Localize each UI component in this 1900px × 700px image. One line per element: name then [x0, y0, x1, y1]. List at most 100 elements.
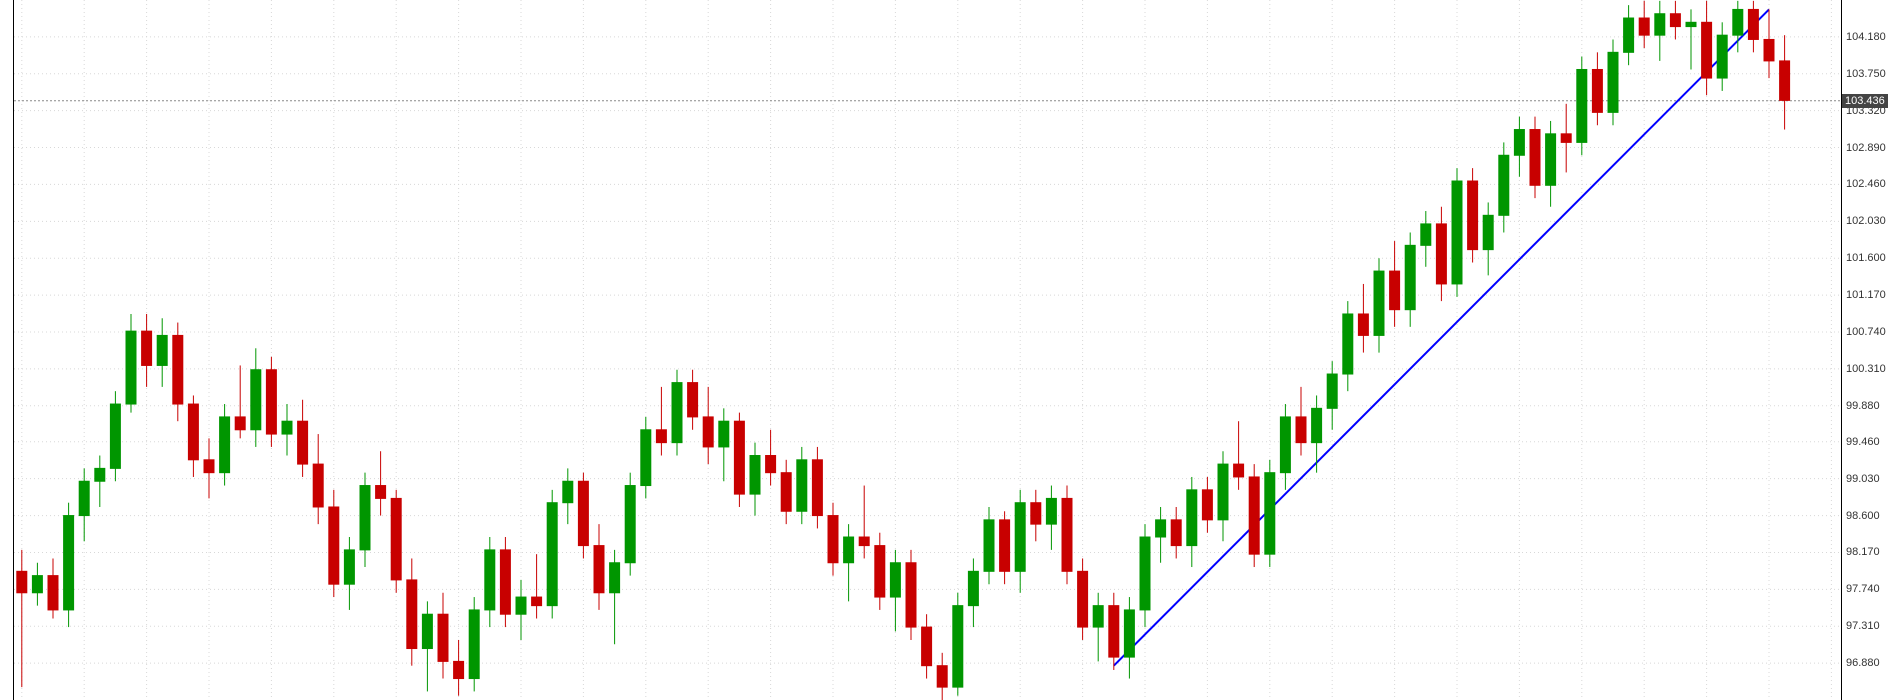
- candle: [1046, 498, 1056, 524]
- candle: [672, 383, 682, 443]
- candle: [79, 481, 89, 515]
- candle: [1780, 61, 1790, 100]
- candle: [828, 516, 838, 563]
- candle: [1686, 22, 1696, 26]
- price-tick-label: 104.180: [1846, 31, 1886, 43]
- candle: [1608, 52, 1618, 112]
- candle: [1312, 408, 1322, 442]
- candlestick-chart[interactable]: 104.180103.750103.320102.890102.460102.0…: [0, 0, 1900, 700]
- candle: [1546, 134, 1556, 185]
- candle: [422, 614, 432, 648]
- candle: [1234, 464, 1244, 477]
- candle: [610, 563, 620, 593]
- candle: [922, 627, 932, 666]
- candle: [1390, 271, 1400, 310]
- candle: [641, 430, 651, 486]
- candle: [1468, 181, 1478, 250]
- chart-plot-area[interactable]: [0, 0, 1900, 700]
- price-tick-label: 97.740: [1846, 583, 1880, 595]
- candle: [1483, 215, 1493, 249]
- candle: [906, 563, 916, 627]
- candle: [516, 597, 526, 614]
- candle: [360, 486, 370, 550]
- price-tick-label: 100.310: [1846, 363, 1886, 375]
- candle: [438, 614, 448, 661]
- candle: [1748, 9, 1758, 39]
- candle: [1202, 490, 1212, 520]
- candle: [859, 537, 869, 546]
- candle: [110, 404, 120, 468]
- candle: [1140, 537, 1150, 610]
- price-axis: 104.180103.750103.320102.890102.460102.0…: [1841, 0, 1900, 700]
- candle: [688, 383, 698, 417]
- candle: [344, 550, 354, 584]
- chart-left-border: [13, 0, 14, 700]
- price-tick-label: 100.740: [1846, 326, 1886, 338]
- candle: [1764, 39, 1774, 60]
- candle: [1265, 473, 1275, 554]
- candle: [984, 520, 994, 571]
- candle: [1452, 181, 1462, 284]
- candle: [469, 610, 479, 679]
- candle: [454, 661, 464, 678]
- candle: [1358, 314, 1368, 335]
- candle: [1078, 571, 1088, 627]
- candle: [1717, 35, 1727, 78]
- candle: [1592, 69, 1602, 112]
- candle: [766, 456, 776, 473]
- candle: [1327, 374, 1337, 408]
- candle: [734, 421, 744, 494]
- candle: [1093, 606, 1103, 627]
- candle: [953, 606, 963, 687]
- candle: [1530, 130, 1540, 186]
- candle: [1124, 610, 1134, 657]
- candle: [1670, 14, 1680, 27]
- candle: [1296, 417, 1306, 443]
- candle: [188, 404, 198, 460]
- candle: [282, 421, 292, 434]
- price-tick-label: 101.600: [1846, 252, 1886, 264]
- candle: [1702, 22, 1712, 78]
- candle: [251, 370, 261, 430]
- candle: [1624, 18, 1634, 52]
- candle: [797, 460, 807, 511]
- candle: [1015, 503, 1025, 572]
- candle: [1218, 464, 1228, 520]
- candle: [1374, 271, 1384, 335]
- candle: [235, 417, 245, 430]
- candle: [844, 537, 854, 563]
- candle: [298, 421, 308, 464]
- candle: [173, 335, 183, 404]
- price-tick-label: 102.890: [1846, 142, 1886, 154]
- candle: [1156, 520, 1166, 537]
- candle: [1031, 503, 1041, 524]
- candle: [1733, 9, 1743, 35]
- price-tick-label: 99.880: [1846, 400, 1880, 412]
- candle: [500, 550, 510, 614]
- candle: [485, 550, 495, 610]
- candle: [656, 430, 666, 443]
- candle: [812, 460, 822, 516]
- candle: [594, 546, 604, 593]
- candle: [1000, 520, 1010, 571]
- price-tick-label: 101.170: [1846, 289, 1886, 301]
- candle: [1639, 18, 1649, 35]
- candle: [547, 503, 557, 606]
- price-tick-label: 103.750: [1846, 68, 1886, 80]
- candle: [1062, 498, 1072, 571]
- candle: [157, 335, 167, 365]
- candle: [266, 370, 276, 434]
- candle: [937, 666, 947, 687]
- candle: [1109, 606, 1119, 657]
- candle: [48, 576, 58, 610]
- candle: [719, 421, 729, 447]
- candle: [750, 456, 760, 495]
- price-tick-label: 96.880: [1846, 657, 1880, 669]
- candle: [1421, 224, 1431, 245]
- candle: [625, 486, 635, 563]
- candle: [64, 516, 74, 610]
- candle: [329, 507, 339, 584]
- price-tick-label: 102.030: [1846, 215, 1886, 227]
- candle: [1577, 69, 1587, 142]
- candle: [1514, 130, 1524, 156]
